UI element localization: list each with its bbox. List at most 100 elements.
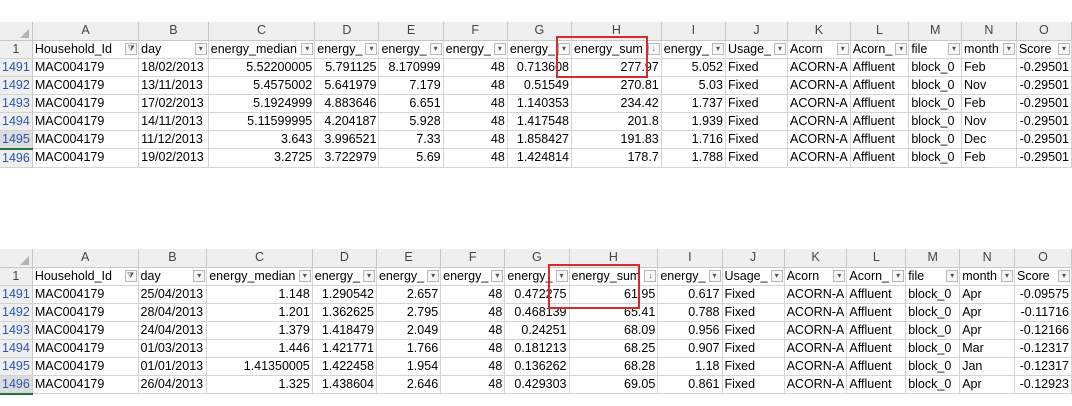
- filter-dropdown-icon[interactable]: ▾: [558, 42, 571, 55]
- sort-descending-icon[interactable]: ↓: [647, 42, 660, 55]
- row-number[interactable]: 1492: [0, 76, 33, 95]
- cell-k[interactable]: ACORN-A: [787, 76, 851, 95]
- cell-h[interactable]: 277.97: [571, 58, 662, 77]
- cell-o[interactable]: -0.12317: [1014, 357, 1072, 376]
- cell-l[interactable]: Affluent: [846, 303, 907, 322]
- cell-n[interactable]: Nov: [961, 112, 1017, 131]
- cell-d[interactable]: 1.418479: [312, 321, 377, 340]
- column-header-g[interactable]: G: [504, 249, 570, 268]
- cell-n[interactable]: Nov: [961, 76, 1017, 95]
- filter-active-icon[interactable]: ⧩: [124, 269, 137, 282]
- cell-n[interactable]: Mar: [959, 339, 1015, 358]
- cell-n[interactable]: Dec: [961, 130, 1017, 149]
- cell-o[interactable]: -0.11716: [1014, 303, 1072, 322]
- cell-i[interactable]: 0.956: [657, 321, 723, 340]
- cell-f[interactable]: 48: [443, 148, 508, 168]
- cell-b[interactable]: 01/03/2013: [138, 339, 208, 358]
- cell-j[interactable]: Fixed: [725, 148, 789, 168]
- cell-l[interactable]: Affluent: [850, 148, 910, 168]
- cell-o[interactable]: -0.29501: [1016, 94, 1072, 113]
- cell-d[interactable]: 5.641979: [314, 76, 380, 95]
- column-header-e[interactable]: E: [378, 22, 444, 41]
- cell-n[interactable]: Feb: [961, 94, 1017, 113]
- filter-dropdown-icon[interactable]: ▾: [895, 42, 908, 55]
- cell-a[interactable]: MAC004179: [32, 357, 139, 376]
- cell-k[interactable]: ACORN-A: [787, 130, 851, 149]
- cell-d[interactable]: 1.290542: [312, 285, 377, 304]
- cell-i[interactable]: 0.617: [657, 285, 723, 304]
- cell-b[interactable]: 13/11/2013: [138, 76, 209, 95]
- cell-c[interactable]: 1.201: [206, 303, 313, 322]
- cell-d[interactable]: 5.791125: [314, 58, 380, 77]
- row-number[interactable]: 1494: [0, 112, 33, 131]
- cell-o[interactable]: -0.29501: [1016, 76, 1072, 95]
- cell-c[interactable]: 5.1924999: [208, 94, 316, 113]
- cell-f[interactable]: 48: [443, 130, 508, 149]
- cell-d[interactable]: 3.722979: [314, 148, 380, 168]
- cell-a[interactable]: MAC004179: [32, 130, 140, 149]
- filter-dropdown-icon[interactable]: ▾: [833, 269, 846, 282]
- cell-e[interactable]: 7.33: [378, 130, 444, 149]
- cell-i[interactable]: 5.052: [661, 58, 726, 77]
- filter-dropdown-icon[interactable]: ▾: [770, 269, 783, 282]
- cell-h[interactable]: 178.7: [571, 148, 662, 168]
- cell-g[interactable]: 0.472275: [504, 285, 570, 304]
- cell-n[interactable]: Apr: [959, 321, 1015, 340]
- column-header-m[interactable]: M: [905, 249, 961, 268]
- row-number[interactable]: 1493: [0, 94, 33, 113]
- cell-o[interactable]: -0.12166: [1014, 321, 1072, 340]
- cell-i[interactable]: 0.788: [657, 303, 723, 322]
- cell-e[interactable]: 5.928: [378, 112, 444, 131]
- cell-l[interactable]: Affluent: [846, 357, 907, 376]
- cell-m[interactable]: block_0: [908, 58, 963, 77]
- cell-a[interactable]: MAC004179: [32, 375, 139, 394]
- cell-i[interactable]: 5.03: [661, 76, 726, 95]
- column-header-c[interactable]: C: [206, 249, 313, 268]
- cell-g[interactable]: 0.429303: [504, 375, 570, 394]
- cell-f[interactable]: 48: [443, 94, 508, 113]
- filter-dropdown-icon[interactable]: ▾: [1058, 42, 1070, 55]
- cell-e[interactable]: 2.646: [376, 375, 442, 394]
- cell-h[interactable]: 68.28: [569, 357, 659, 376]
- filter-dropdown-icon[interactable]: ▾: [298, 269, 311, 282]
- cell-g[interactable]: 1.417548: [507, 112, 573, 131]
- cell-c[interactable]: 1.379: [206, 321, 313, 340]
- filter-dropdown-icon[interactable]: ▾: [1000, 269, 1013, 282]
- cell-j[interactable]: Fixed: [725, 130, 789, 149]
- cell-k[interactable]: ACORN-A: [787, 94, 851, 113]
- cell-b[interactable]: 26/04/2013: [138, 375, 208, 394]
- column-header-h[interactable]: H: [569, 249, 659, 268]
- cell-c[interactable]: 1.41350005: [206, 357, 313, 376]
- select-all-corner[interactable]: [0, 22, 33, 41]
- row-number[interactable]: 1496: [0, 148, 33, 168]
- filter-dropdown-icon[interactable]: ▾: [946, 269, 959, 282]
- cell-n[interactable]: Feb: [961, 148, 1017, 168]
- cell-f[interactable]: 48: [440, 357, 506, 376]
- cell-g[interactable]: 0.181213: [504, 339, 570, 358]
- cell-d[interactable]: 1.362625: [312, 303, 377, 322]
- cell-e[interactable]: 6.651: [378, 94, 444, 113]
- column-header-b[interactable]: B: [138, 22, 209, 41]
- cell-d[interactable]: 1.421771: [312, 339, 377, 358]
- filter-dropdown-icon[interactable]: ▾: [194, 42, 207, 55]
- filter-dropdown-icon[interactable]: ▾: [711, 42, 724, 55]
- cell-i[interactable]: 0.907: [657, 339, 723, 358]
- cell-d[interactable]: 4.204187: [314, 112, 380, 131]
- cell-e[interactable]: 1.954: [376, 357, 442, 376]
- column-header-d[interactable]: D: [312, 249, 377, 268]
- cell-h[interactable]: 65.41: [569, 303, 659, 322]
- filter-dropdown-icon[interactable]: ▾: [193, 269, 206, 282]
- cell-g[interactable]: 0.51549: [507, 76, 573, 95]
- row-number[interactable]: 1495: [0, 357, 33, 376]
- cell-l[interactable]: Affluent: [850, 94, 910, 113]
- cell-k[interactable]: ACORN-A: [784, 339, 848, 358]
- cell-e[interactable]: 5.69: [378, 148, 444, 168]
- cell-k[interactable]: ACORN-A: [787, 58, 851, 77]
- cell-m[interactable]: block_0: [905, 339, 961, 358]
- cell-l[interactable]: Affluent: [846, 321, 907, 340]
- cell-a[interactable]: MAC004179: [32, 58, 140, 77]
- column-header-o[interactable]: O: [1016, 22, 1072, 41]
- cell-h[interactable]: 68.25: [569, 339, 659, 358]
- cell-b[interactable]: 28/04/2013: [138, 303, 208, 322]
- row-number[interactable]: 1494: [0, 339, 33, 358]
